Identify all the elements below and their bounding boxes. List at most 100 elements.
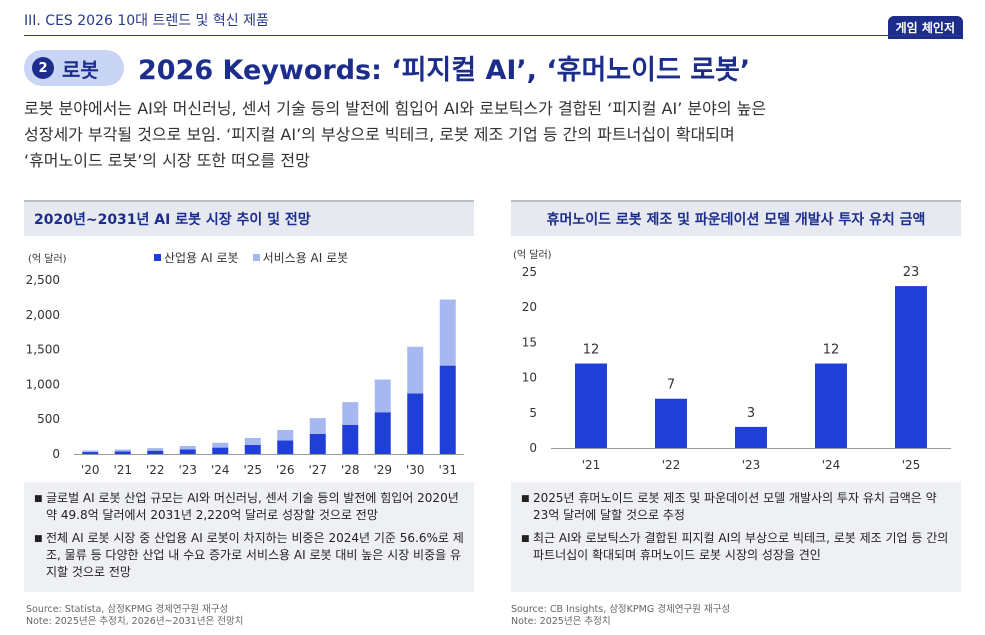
bar-industrial xyxy=(114,451,131,454)
bar-service xyxy=(179,445,196,450)
bar xyxy=(655,398,687,448)
x-tick-label: '27 xyxy=(308,463,327,477)
y-tick-label: 15 xyxy=(522,335,537,349)
left-unit-label: (억 달러) xyxy=(28,254,67,265)
y-tick-label: 20 xyxy=(522,300,537,314)
note-item: ■ 최근 AI와 로보틱스가 결합된 피지컬 AI의 부상으로 빅테크, 로봇 … xyxy=(521,530,951,564)
y-tick-label: 2,500 xyxy=(26,273,60,287)
legend-item-service: 서비스용 AI 로봇 xyxy=(252,249,349,266)
top-bar: III. CES 2026 10대 트렌드 및 혁신 제품 게임 체인저 xyxy=(0,0,985,39)
legend-label-industrial: 산업용 AI 로봇 xyxy=(164,251,239,265)
note-footnote: Note: 2025년은 추정치 xyxy=(511,616,611,627)
header-divider xyxy=(24,35,961,36)
bar-service xyxy=(277,429,294,441)
y-tick-label: 0 xyxy=(52,447,60,461)
description-line: 성장세가 부각될 것으로 보임. ‘피지컬 AI’의 부상으로 빅테크, 로봇 … xyxy=(24,125,735,144)
note-text: 글로벌 AI 로봇 산업 규모는 AI와 머신러닝, 센서 기술 등의 발전에 … xyxy=(46,491,459,522)
left-notes: ■ 글로벌 AI 로봇 산업 규모는 AI와 머신러닝, 센서 기술 등의 발전… xyxy=(24,482,474,592)
bar-industrial xyxy=(82,452,99,454)
source-text: Source: CB Insights, 삼정KPMG 경제연구원 재구성 xyxy=(511,604,731,615)
y-tick-label: 0 xyxy=(529,441,537,455)
right-notes: ■ 2025년 휴머노이드 로봇 제조 및 파운데이션 모델 개발사의 투자 유… xyxy=(511,482,961,592)
legend-item-industrial: 산업용 AI 로봇 xyxy=(154,249,239,266)
bar-industrial xyxy=(374,412,391,454)
legend-swatch-service xyxy=(252,254,260,261)
data-label: 12 xyxy=(583,343,600,358)
y-tick-label: 10 xyxy=(522,371,537,385)
x-tick-label: '31 xyxy=(438,463,457,477)
bar-industrial xyxy=(277,440,294,454)
legend-label-service: 서비스용 AI 로봇 xyxy=(262,251,349,265)
bar xyxy=(895,286,927,448)
y-tick-label: 25 xyxy=(522,265,537,279)
y-tick-label: 500 xyxy=(37,412,60,426)
bar-service xyxy=(439,299,456,366)
x-tick-label: '24 xyxy=(822,458,841,472)
description-line: 로봇 분야에서는 AI와 머신러닝, 센서 기술 등의 발전에 힘입어 AI와 … xyxy=(24,99,767,118)
x-tick-label: '29 xyxy=(373,463,392,477)
bar-service xyxy=(147,448,164,451)
description: 로봇 분야에서는 AI와 머신러닝, 센서 기술 등의 발전에 힘입어 AI와 … xyxy=(24,96,964,174)
data-label: 12 xyxy=(823,343,840,358)
note-item: ■ 글로벌 AI 로봇 산업 규모는 AI와 머신러닝, 센서 기술 등의 발전… xyxy=(34,490,464,524)
left-source: Source: Statista, 삼정KPMG 경제연구원 재구성 Note:… xyxy=(26,604,243,628)
bar-service xyxy=(212,442,229,448)
note-text: 최근 AI와 로보틱스가 결합된 피지컬 AI의 부상으로 빅테크, 로봇 제조… xyxy=(533,531,949,562)
x-tick-label: '20 xyxy=(81,463,100,477)
data-label: 3 xyxy=(747,406,755,421)
bar-service xyxy=(407,346,424,394)
bar-industrial xyxy=(212,447,229,454)
x-tick-label: '30 xyxy=(406,463,425,477)
y-tick-label: 2,000 xyxy=(26,308,60,322)
x-tick-label: '24 xyxy=(211,463,230,477)
left-bar-chart: 0 500 1,000 1,500 2,000 2,500 '20 '21 '22 '23 '24 '… xyxy=(26,273,464,477)
description-line: ‘휴머노이드 로봇’의 시장 또한 떠오를 전망 xyxy=(24,151,310,170)
right-panel-title: 휴머노이드 로봇 제조 및 파운데이션 모델 개발사 투자 유치 금액 xyxy=(511,200,961,236)
bar-service xyxy=(342,402,359,425)
page-title: 2026 Keywords: ‘피지컬 AI’, ‘휴머노이드 로봇’ xyxy=(138,55,751,86)
y-tick-label: 5 xyxy=(529,406,537,420)
bar xyxy=(575,363,607,448)
source-text: Source: Statista, 삼정KPMG 경제연구원 재구성 xyxy=(26,604,229,615)
x-tick-label: '26 xyxy=(276,463,295,477)
bar-service xyxy=(244,437,261,445)
x-tick-label: '25 xyxy=(243,463,262,477)
bar-industrial xyxy=(147,450,164,454)
bullet-icon: ■ xyxy=(521,534,530,544)
y-tick-label: 1,500 xyxy=(26,343,60,357)
x-tick-label: '28 xyxy=(341,463,360,477)
bar-service xyxy=(114,449,131,452)
bar-service xyxy=(374,379,391,413)
bar-service xyxy=(309,418,326,434)
x-tick-label: '25 xyxy=(902,458,921,472)
note-text: 2025년 휴머노이드 로봇 제조 및 파운데이션 모델 개발사의 투자 유치 … xyxy=(533,491,937,522)
game-changer-badge: 게임 체인저 xyxy=(887,16,963,39)
bar-industrial xyxy=(342,424,359,454)
bar-industrial xyxy=(244,444,261,454)
keyword-label: 로봇 xyxy=(62,57,99,82)
data-label: 7 xyxy=(667,378,675,393)
right-bar-chart: 0 5 10 15 20 25 12 '21 7 '22 3 '23 12 '24 23 '25 xyxy=(522,265,951,472)
note-item: ■ 2025년 휴머노이드 로봇 제조 및 파운데이션 모델 개발사의 투자 유… xyxy=(521,490,951,524)
data-label: 23 xyxy=(903,265,920,280)
bullet-icon: ■ xyxy=(521,494,530,504)
section-label: III. CES 2026 10대 트렌드 및 혁신 제품 xyxy=(24,13,269,29)
bar-industrial xyxy=(439,365,456,454)
left-panel-title: 2020년~2031년 AI 로봇 시장 추이 및 전망 xyxy=(24,200,474,236)
right-source: Source: CB Insights, 삼정KPMG 경제연구원 재구성 No… xyxy=(511,604,730,628)
bar-service xyxy=(82,450,99,453)
bar-industrial xyxy=(179,449,196,454)
bar-industrial xyxy=(309,433,326,454)
right-unit-label: (억 달러) xyxy=(513,250,552,261)
x-tick-label: '22 xyxy=(146,463,165,477)
legend-swatch-industrial xyxy=(154,254,161,261)
note-text: 전체 AI 로봇 시장 중 산업용 AI 로봇이 차지하는 비중은 2024년 … xyxy=(46,531,464,579)
keyword-pill: 2 로봇 xyxy=(24,50,124,86)
x-tick-label: '22 xyxy=(662,458,681,472)
note-footnote: Note: 2025년은 추정치, 2026년~2031년은 전망치 xyxy=(26,616,244,627)
x-tick-label: '23 xyxy=(178,463,197,477)
bullet-icon: ■ xyxy=(34,534,43,544)
keyword-number: 2 xyxy=(32,57,54,79)
bar xyxy=(735,426,767,448)
left-legend: 산업용 AI 로봇 서비스용 AI 로봇 xyxy=(154,249,362,266)
